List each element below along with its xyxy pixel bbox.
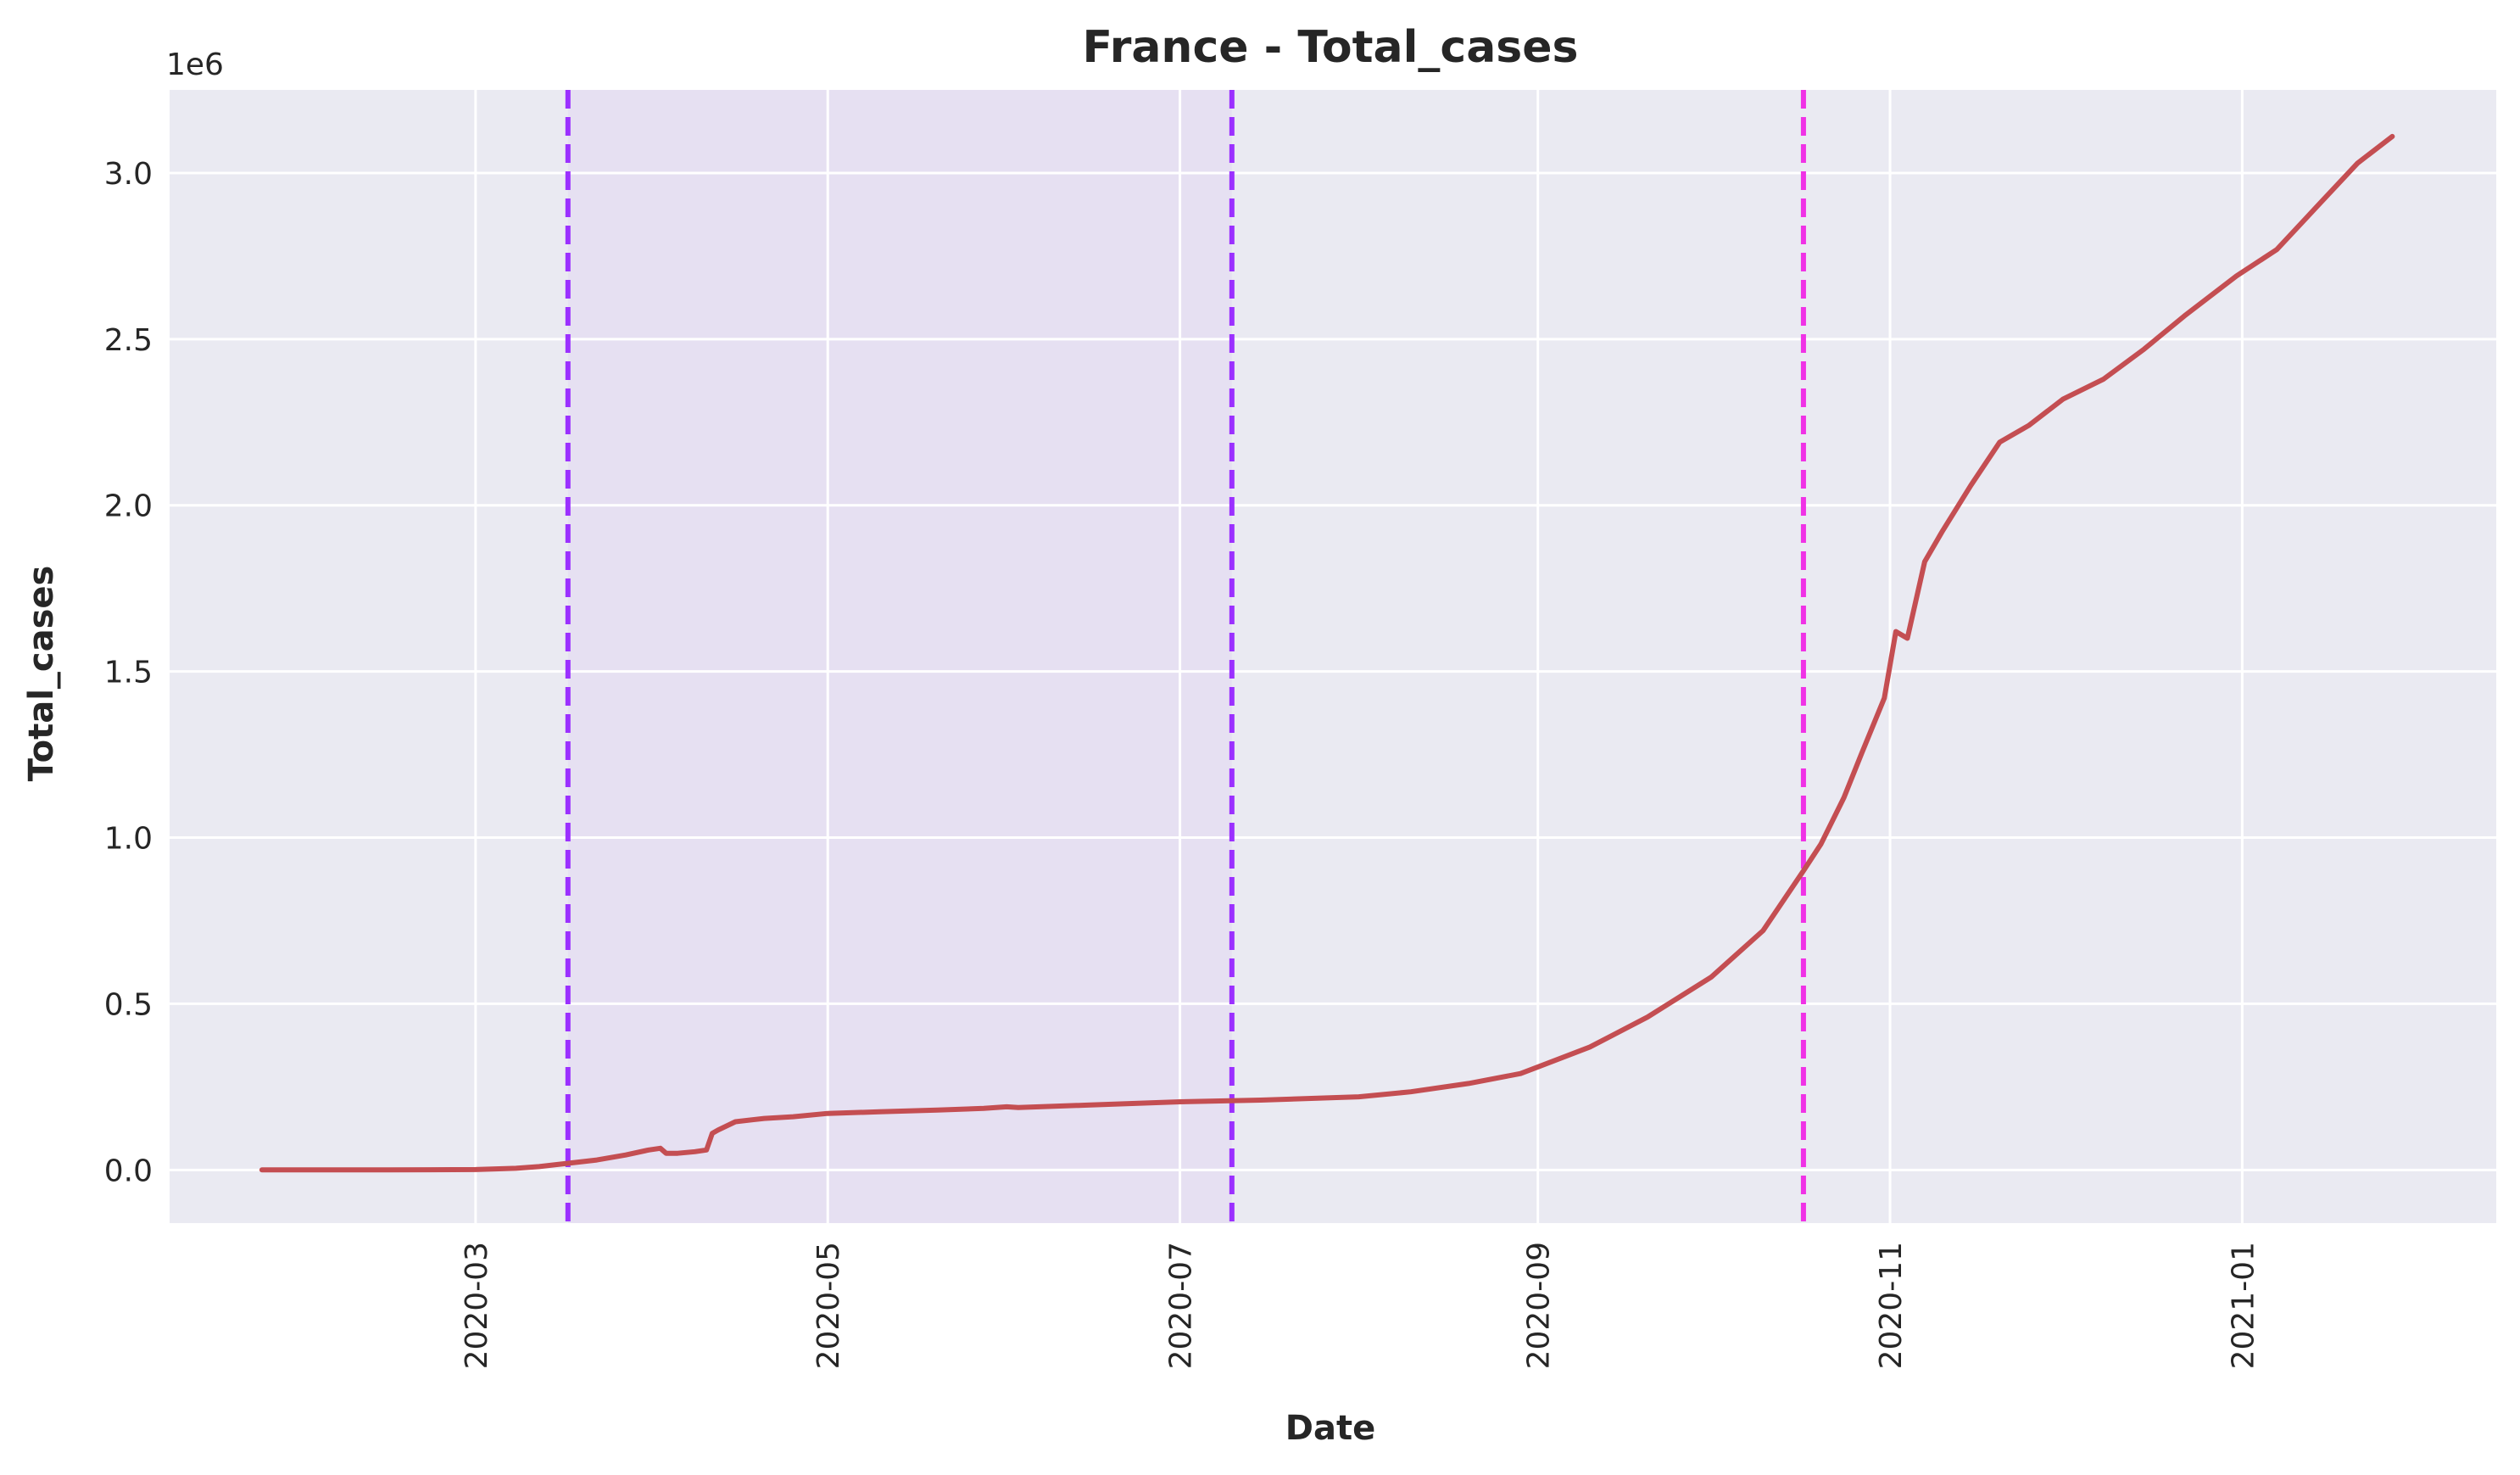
x-tick-label: 2020-11 bbox=[1874, 1242, 1909, 1369]
x-tick-label: 2021-01 bbox=[2226, 1242, 2261, 1369]
x-tick-label: 2020-03 bbox=[460, 1242, 494, 1369]
y-tick-labels: 0.0 0.5 1.0 1.5 2.0 2.5 3.0 bbox=[104, 157, 153, 1188]
y-tick-label: 2.0 bbox=[104, 489, 153, 524]
y-tick-label: 1.5 bbox=[104, 656, 153, 690]
y-axis-label: Total_cases bbox=[22, 566, 61, 782]
shaded-period-region bbox=[567, 90, 1232, 1223]
x-tick-label: 2020-07 bbox=[1164, 1242, 1199, 1369]
y-tick-label: 0.5 bbox=[104, 987, 153, 1022]
y-tick-label: 2.5 bbox=[104, 323, 153, 358]
x-tick-labels: 2020-03 2020-05 2020-07 2020-09 2020-11 2021-… bbox=[460, 1242, 2261, 1369]
y-tick-label: 3.0 bbox=[104, 157, 153, 192]
x-axis-label: Date bbox=[1285, 1409, 1375, 1448]
plot-area-background bbox=[170, 90, 2496, 1223]
x-tick-label: 2020-05 bbox=[811, 1242, 846, 1369]
x-tick-label: 2020-09 bbox=[1522, 1242, 1557, 1369]
y-tick-label: 1.0 bbox=[104, 822, 153, 857]
series-line-total-cases bbox=[259, 133, 2395, 1173]
chart-title: France - Total_cases bbox=[1083, 22, 1579, 73]
grid-lines bbox=[170, 90, 2496, 1223]
y-tick-label: 0.0 bbox=[104, 1154, 153, 1188]
y-offset-label: 1e6 bbox=[166, 47, 224, 82]
